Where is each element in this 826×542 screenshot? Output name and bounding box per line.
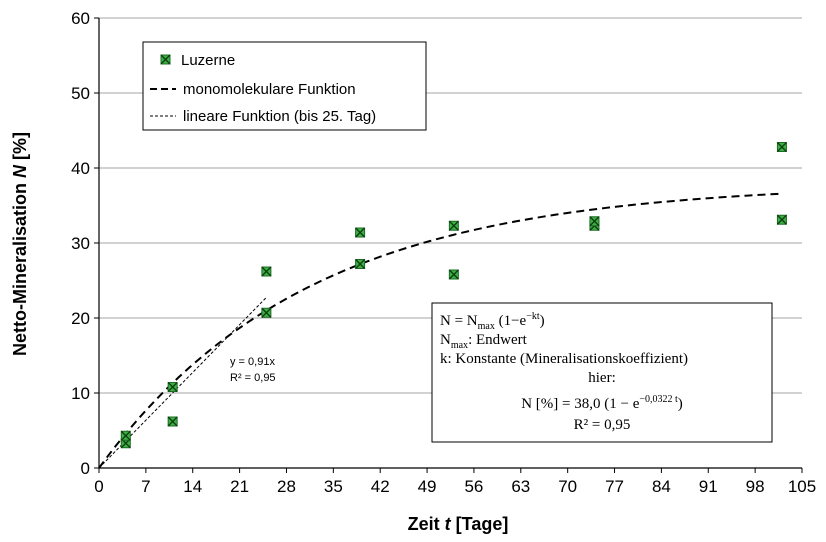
x-tick-label-49: 49 — [418, 477, 437, 496]
formula-line-2-a: N — [440, 332, 451, 348]
x-tick-label-14: 14 — [183, 477, 202, 496]
data-point-5 — [261, 266, 272, 277]
x-axis-title-var: t — [445, 514, 452, 534]
data-point-cross-b — [776, 142, 787, 152]
formula-line-5-sup: −0,0322 t — [639, 394, 678, 405]
y-tick-label-40: 40 — [71, 159, 90, 178]
linear-equation: y = 0,91x — [230, 356, 275, 368]
data-point-7 — [355, 227, 366, 238]
x-tick-label-35: 35 — [324, 477, 343, 496]
x-tick-label-84: 84 — [652, 477, 671, 496]
y-tick-label-60: 60 — [71, 9, 90, 28]
y-tick-label-20: 20 — [71, 309, 90, 328]
data-point-cross-b — [261, 307, 272, 318]
data-point-2 — [167, 416, 178, 427]
legend-label-linear: lineare Funktion (bis 25. Tag) — [183, 108, 376, 125]
monomolecular-curve — [98, 192, 782, 469]
data-point-cross-b — [167, 416, 178, 427]
x-tick-label-0: 0 — [94, 477, 103, 496]
formula-line-5: N [%] = 38,0 (1 − e−0,0322 t) — [521, 394, 683, 412]
data-point-cross-b — [589, 216, 600, 227]
y-axis-title-var: N — [10, 164, 30, 178]
data-point-cross-b — [261, 266, 272, 277]
y-axis-title-main: Netto-Mineralisation — [10, 178, 30, 356]
legend-marker-luzerne — [160, 54, 171, 65]
data-point-9 — [448, 220, 459, 231]
legend: Luzerne monomolekulare Funktion lineare … — [142, 41, 427, 131]
data-point-13 — [776, 142, 787, 152]
data-point-11 — [589, 216, 600, 227]
formula-line-5-c: ) — [678, 396, 683, 412]
data-point-cross-b — [355, 259, 366, 269]
data-point-cross-b — [120, 430, 131, 441]
x-tick-label-63: 63 — [511, 477, 530, 496]
formula-line-1-b: (1−e — [495, 313, 527, 329]
formula-line-1-c: ) — [540, 313, 545, 329]
y-axis-title-unit: [%] — [10, 132, 30, 165]
data-points — [120, 142, 787, 449]
x-tick-label-56: 56 — [464, 477, 483, 496]
data-point-8 — [448, 269, 459, 280]
formula-box: N = Nmax (1−e−kt) Nmax: Endwert k: Konst… — [431, 302, 773, 443]
data-point-4 — [261, 307, 272, 318]
formula-box-frame — [431, 302, 773, 443]
y-tick-label-10: 10 — [71, 384, 90, 403]
x-tick-label-98: 98 — [746, 477, 765, 496]
formula-line-2-sub: max — [451, 340, 468, 351]
legend-label-monomolekular: monomolekulare Funktion — [183, 81, 356, 98]
formula-line-2-b: : Endwert — [468, 332, 528, 348]
y-tick-label-50: 50 — [71, 84, 90, 103]
formula-line-4: hier: — [588, 370, 616, 386]
x-tick-label-70: 70 — [558, 477, 577, 496]
data-point-6 — [355, 259, 366, 269]
x-tick-label-28: 28 — [277, 477, 296, 496]
fit-lines — [98, 192, 782, 469]
y-tick-label-0: 0 — [81, 459, 90, 478]
legend-label-luzerne: Luzerne — [181, 52, 235, 69]
formula-line-2: Nmax: Endwert — [440, 332, 528, 351]
data-point-12 — [776, 214, 787, 225]
data-point-cross-b — [776, 214, 787, 225]
formula-line-1: N = Nmax (1−e−kt) — [440, 311, 545, 332]
x-tick-label-21: 21 — [230, 477, 249, 496]
y-tick-label-30: 30 — [71, 234, 90, 253]
y-axis-title: Netto-Mineralisation N [%] — [10, 132, 30, 356]
formula-line-3: k: Konstante (Mineralisationskoeffizient… — [440, 351, 688, 367]
formula-line-1-sub: max — [478, 321, 495, 332]
x-axis-title: Zeit t [Tage] — [408, 514, 509, 534]
data-point-cross-b — [448, 220, 459, 231]
x-tick-label-7: 7 — [141, 477, 150, 496]
formula-line-6: R² = 0,95 — [574, 417, 631, 433]
x-tick-labels: 0 7 14 21 28 35 42 49 56 63 70 77 84 91 98 105 — [94, 477, 816, 496]
data-point-cross-b — [355, 227, 366, 238]
axes — [94, 17, 803, 473]
data-point-3 — [167, 382, 178, 392]
formula-line-1-a: N = N — [440, 313, 478, 329]
linear-r2: R² = 0,95 — [230, 372, 276, 384]
legend-box — [142, 41, 427, 131]
x-axis-title-unit: [Tage] — [451, 514, 509, 534]
data-point-1 — [120, 430, 131, 441]
x-tick-label-42: 42 — [371, 477, 390, 496]
data-point-cross-b — [448, 269, 459, 280]
x-tick-label-77: 77 — [605, 477, 624, 496]
data-point-cross-b — [167, 382, 178, 392]
y-tick-labels: 0 10 20 30 40 50 60 — [71, 9, 90, 478]
formula-line-1-sup: −kt — [526, 311, 540, 322]
x-tick-label-91: 91 — [699, 477, 718, 496]
x-axis-title-main: Zeit — [408, 514, 445, 534]
formula-line-5-a: N [%] = 38,0 (1 − e — [521, 396, 639, 412]
x-tick-label-105: 105 — [788, 477, 816, 496]
